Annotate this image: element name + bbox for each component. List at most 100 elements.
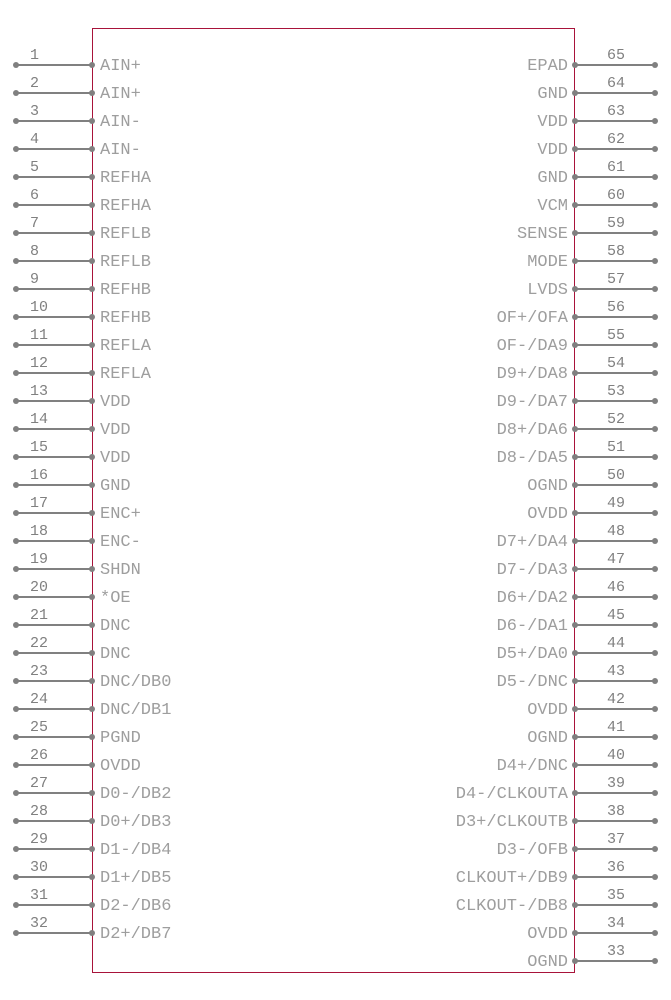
pin-number-underline [20,932,88,933]
pin-label: CLKOUT+/DB9 [456,869,568,888]
pin-terminal-dot [652,846,658,852]
pin-label: OF-/DA9 [497,337,568,356]
pin-number: 26 [30,747,60,764]
pin-number-underline [20,792,88,793]
pin-number: 32 [30,915,60,932]
pin-terminal-dot [13,202,19,208]
pin-label: OGND [527,953,568,972]
pin-terminal-dot [89,90,95,96]
pin-terminal-dot [652,650,658,656]
pin-terminal-dot [652,90,658,96]
pin-number-underline [20,680,88,681]
pin-label: SENSE [517,225,568,244]
schematic-symbol: 1AIN+2AIN+3AIN-4AIN-5REFHA6REFHA7REFLB8R… [0,0,671,1000]
pin-number: 28 [30,803,60,820]
pin-terminal-dot [652,510,658,516]
pin-terminal-dot [572,230,578,236]
pin-terminal-dot [572,678,578,684]
pin-label: AIN- [100,113,141,132]
pin-terminal-dot [652,146,658,152]
pin-number: 1 [30,47,60,64]
pin-label: PGND [100,729,141,748]
pin-label: GND [537,85,568,104]
pin-terminal-dot [89,258,95,264]
pin-terminal-dot [13,874,19,880]
pin-number: 33 [595,943,625,960]
pin-number: 38 [595,803,625,820]
pin-terminal-dot [572,62,578,68]
pin-terminal-dot [652,118,658,124]
pin-number: 18 [30,523,60,540]
pin-label: REFHB [100,309,151,328]
pin-number: 21 [30,607,60,624]
pin-terminal-dot [652,370,658,376]
pin-terminal-dot [572,90,578,96]
pin-number: 47 [595,551,625,568]
pin-label: OVDD [527,701,568,720]
pin-terminal-dot [572,650,578,656]
pin-label: D2-/DB6 [100,897,171,916]
pin-label: ENC+ [100,505,141,524]
pin-terminal-dot [13,90,19,96]
pin-label: REFHA [100,197,151,216]
pin-number: 7 [30,215,60,232]
pin-terminal-dot [13,454,19,460]
pin-number: 24 [30,691,60,708]
pin-terminal-dot [89,650,95,656]
pin-number-underline [20,848,88,849]
pin-terminal-dot [89,370,95,376]
pin-number: 11 [30,327,60,344]
pin-terminal-dot [572,790,578,796]
pin-terminal-dot [572,146,578,152]
pin-terminal-dot [13,650,19,656]
pin-number-underline [20,120,88,121]
pin-label: AIN- [100,141,141,160]
pin-number: 40 [595,747,625,764]
pin-number: 52 [595,411,625,428]
pin-terminal-dot [89,902,95,908]
pin-terminal-dot [89,930,95,936]
pin-terminal-dot [89,398,95,404]
pin-number: 63 [595,103,625,120]
pin-label: D4-/CLKOUTA [456,785,568,804]
pin-terminal-dot [652,902,658,908]
pin-terminal-dot [652,286,658,292]
pin-label: D1-/DB4 [100,841,171,860]
pin-terminal-dot [572,398,578,404]
pin-terminal-dot [652,454,658,460]
pin-terminal-dot [572,314,578,320]
pin-terminal-dot [89,762,95,768]
pin-label: REFHA [100,169,151,188]
pin-terminal-dot [13,734,19,740]
pin-label: D6-/DA1 [497,617,568,636]
pin-terminal-dot [89,566,95,572]
pin-label: D0+/DB3 [100,813,171,832]
pin-number-underline [579,512,651,513]
pin-terminal-dot [89,538,95,544]
pin-terminal-dot [13,566,19,572]
pin-terminal-dot [13,930,19,936]
pin-terminal-dot [572,762,578,768]
pin-terminal-dot [89,594,95,600]
pin-terminal-dot [13,538,19,544]
pin-number-underline [579,904,651,905]
pin-terminal-dot [13,370,19,376]
pin-number: 5 [30,159,60,176]
pin-label: VCM [537,197,568,216]
pin-terminal-dot [89,482,95,488]
pin-terminal-dot [89,62,95,68]
pin-number: 58 [595,243,625,260]
pin-label: D9-/DA7 [497,393,568,412]
pin-number-underline [20,484,88,485]
pin-terminal-dot [652,790,658,796]
pin-terminal-dot [572,174,578,180]
pin-terminal-dot [652,566,658,572]
pin-terminal-dot [652,594,658,600]
pin-number-underline [20,568,88,569]
pin-terminal-dot [652,62,658,68]
pin-number-underline [20,372,88,373]
pin-label: D8-/DA5 [497,449,568,468]
pin-label: REFHB [100,281,151,300]
pin-terminal-dot [89,454,95,460]
pin-number-underline [579,736,651,737]
